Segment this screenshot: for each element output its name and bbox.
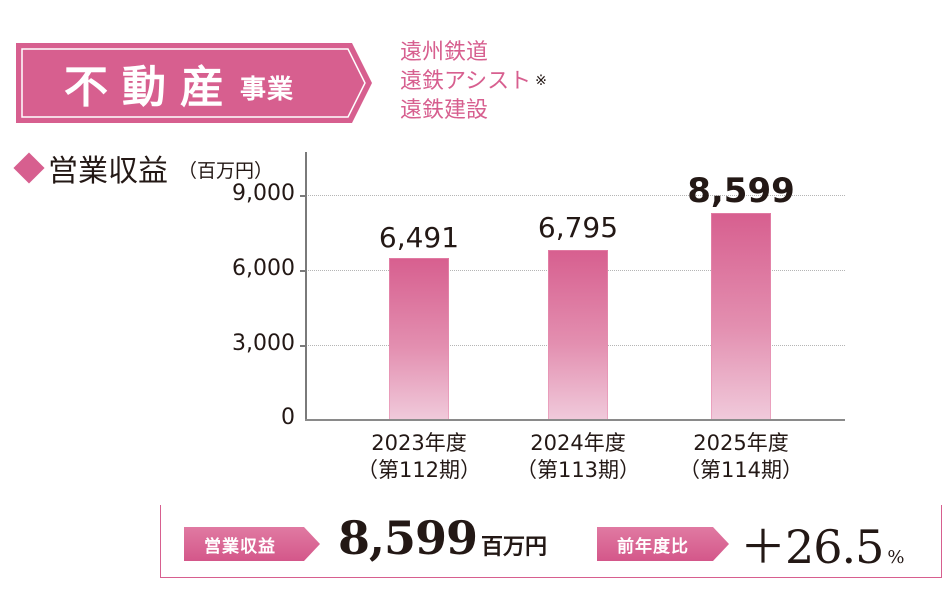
summary-box	[160, 505, 942, 578]
x-label: 2023年度 （第112期）	[356, 431, 482, 482]
yoy-value: ＋26.5	[740, 520, 884, 574]
y-tick	[300, 195, 306, 197]
y-tick-label: 6,000	[232, 256, 295, 281]
bar-value-label: 6,491	[378, 221, 460, 254]
yoy-unit: %	[887, 547, 905, 568]
segment-banner: 不動産 事業	[16, 43, 372, 123]
banner-arrow-shape	[16, 43, 372, 123]
gridline	[306, 195, 845, 196]
bar-2025	[711, 213, 771, 420]
bar-2024	[548, 250, 608, 420]
bar-value-label-highlight: 8,599	[687, 171, 795, 211]
y-tick-label: 9,000	[232, 181, 295, 206]
chart-title: 営業収益 （百万円）	[12, 146, 273, 190]
y-tick	[300, 270, 306, 272]
company-item: 遠鉄建設	[400, 98, 489, 123]
company-item: 遠鉄アシスト ※	[400, 69, 547, 94]
revenue-tag: 営業収益	[184, 527, 320, 561]
revenue-summary: 8,599 百万円	[338, 511, 547, 565]
x-label: 2025年度 （第114期）	[678, 431, 804, 482]
y-axis	[305, 152, 307, 420]
banner-subtitle: 事業	[240, 74, 295, 105]
revenue-value: 8,599	[338, 511, 478, 565]
chart-title-text: 営業収益	[48, 154, 168, 189]
x-label: 2024年度 （第113期）	[515, 431, 641, 482]
y-tick	[300, 345, 306, 347]
chart-unit: （百万円）	[178, 159, 274, 182]
note-mark: ※	[535, 73, 547, 89]
banner-title: 不動産	[64, 62, 238, 113]
y-tick-label: 0	[281, 405, 295, 430]
yoy-summary: ＋26.5 %	[740, 511, 905, 577]
bar-2023	[389, 258, 449, 420]
revenue-unit: 百万円	[481, 534, 548, 560]
company-item: 遠州鉄道	[400, 40, 489, 65]
bar-value-label: 6,795	[537, 211, 619, 244]
diamond-icon	[13, 152, 45, 184]
yoy-tag: 前年度比	[597, 527, 729, 561]
company-list: 遠州鉄道 遠鉄アシスト ※ 遠鉄建設	[400, 38, 547, 125]
y-tick-label: 3,000	[232, 331, 295, 356]
x-axis	[305, 419, 845, 421]
